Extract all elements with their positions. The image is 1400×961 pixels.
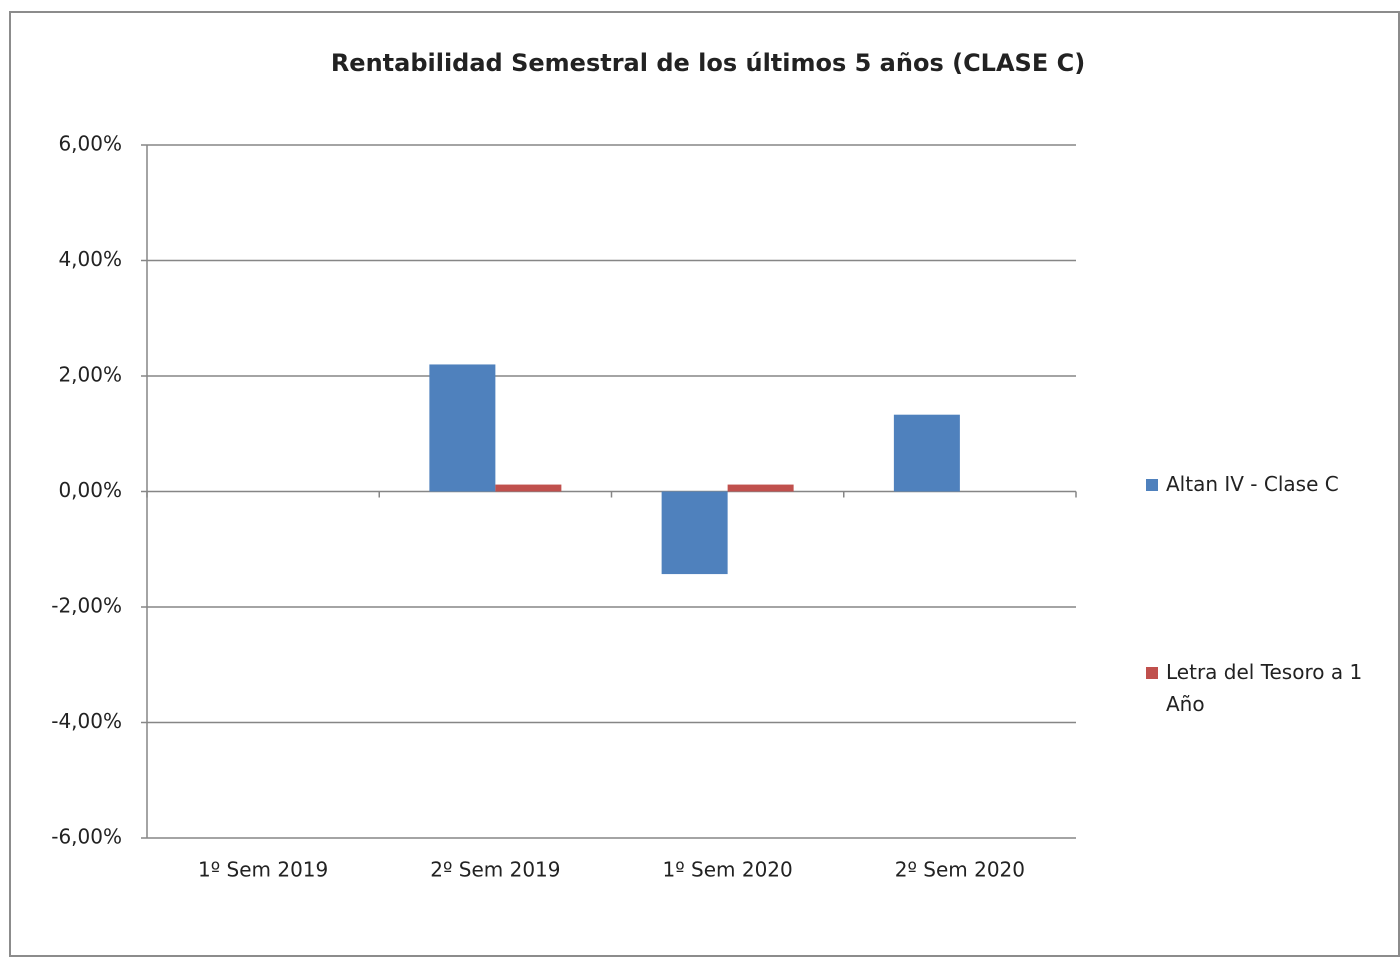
x-tick-label: 2º Sem 2019 [430, 858, 560, 882]
y-tick-label: 0,00% [58, 478, 122, 502]
legend-item: Altan IV - Clase C [1144, 468, 1384, 500]
y-tick-label: -6,00% [51, 825, 122, 849]
legend-swatch [1146, 667, 1158, 679]
legend-swatch [1146, 479, 1158, 491]
legend-item: Letra del Tesoro a 1 Año [1144, 656, 1384, 720]
y-tick-label: 4,00% [58, 247, 122, 271]
chart-frame [9, 11, 1400, 957]
bar [495, 484, 562, 492]
bar [893, 414, 960, 492]
bar [661, 491, 728, 575]
y-tick-label: 2,00% [58, 363, 122, 387]
bar [727, 484, 794, 492]
x-tick-label: 1º Sem 2020 [663, 858, 793, 882]
legend-label: Altan IV - Clase C [1166, 472, 1339, 496]
x-tick-label: 2º Sem 2020 [895, 858, 1025, 882]
legend-label: Letra del Tesoro a 1 Año [1166, 660, 1363, 716]
y-tick-label: -2,00% [51, 594, 122, 618]
chart-title: Rentabilidad Semestral de los últimos 5 … [331, 49, 1085, 77]
legend: Altan IV - Clase C Letra del Tesoro a 1 A… [1144, 468, 1384, 720]
bar [429, 364, 496, 492]
y-tick-label: 6,00% [58, 132, 122, 156]
y-tick-label: -4,00% [51, 709, 122, 733]
x-tick-label: 1º Sem 2019 [198, 858, 328, 882]
